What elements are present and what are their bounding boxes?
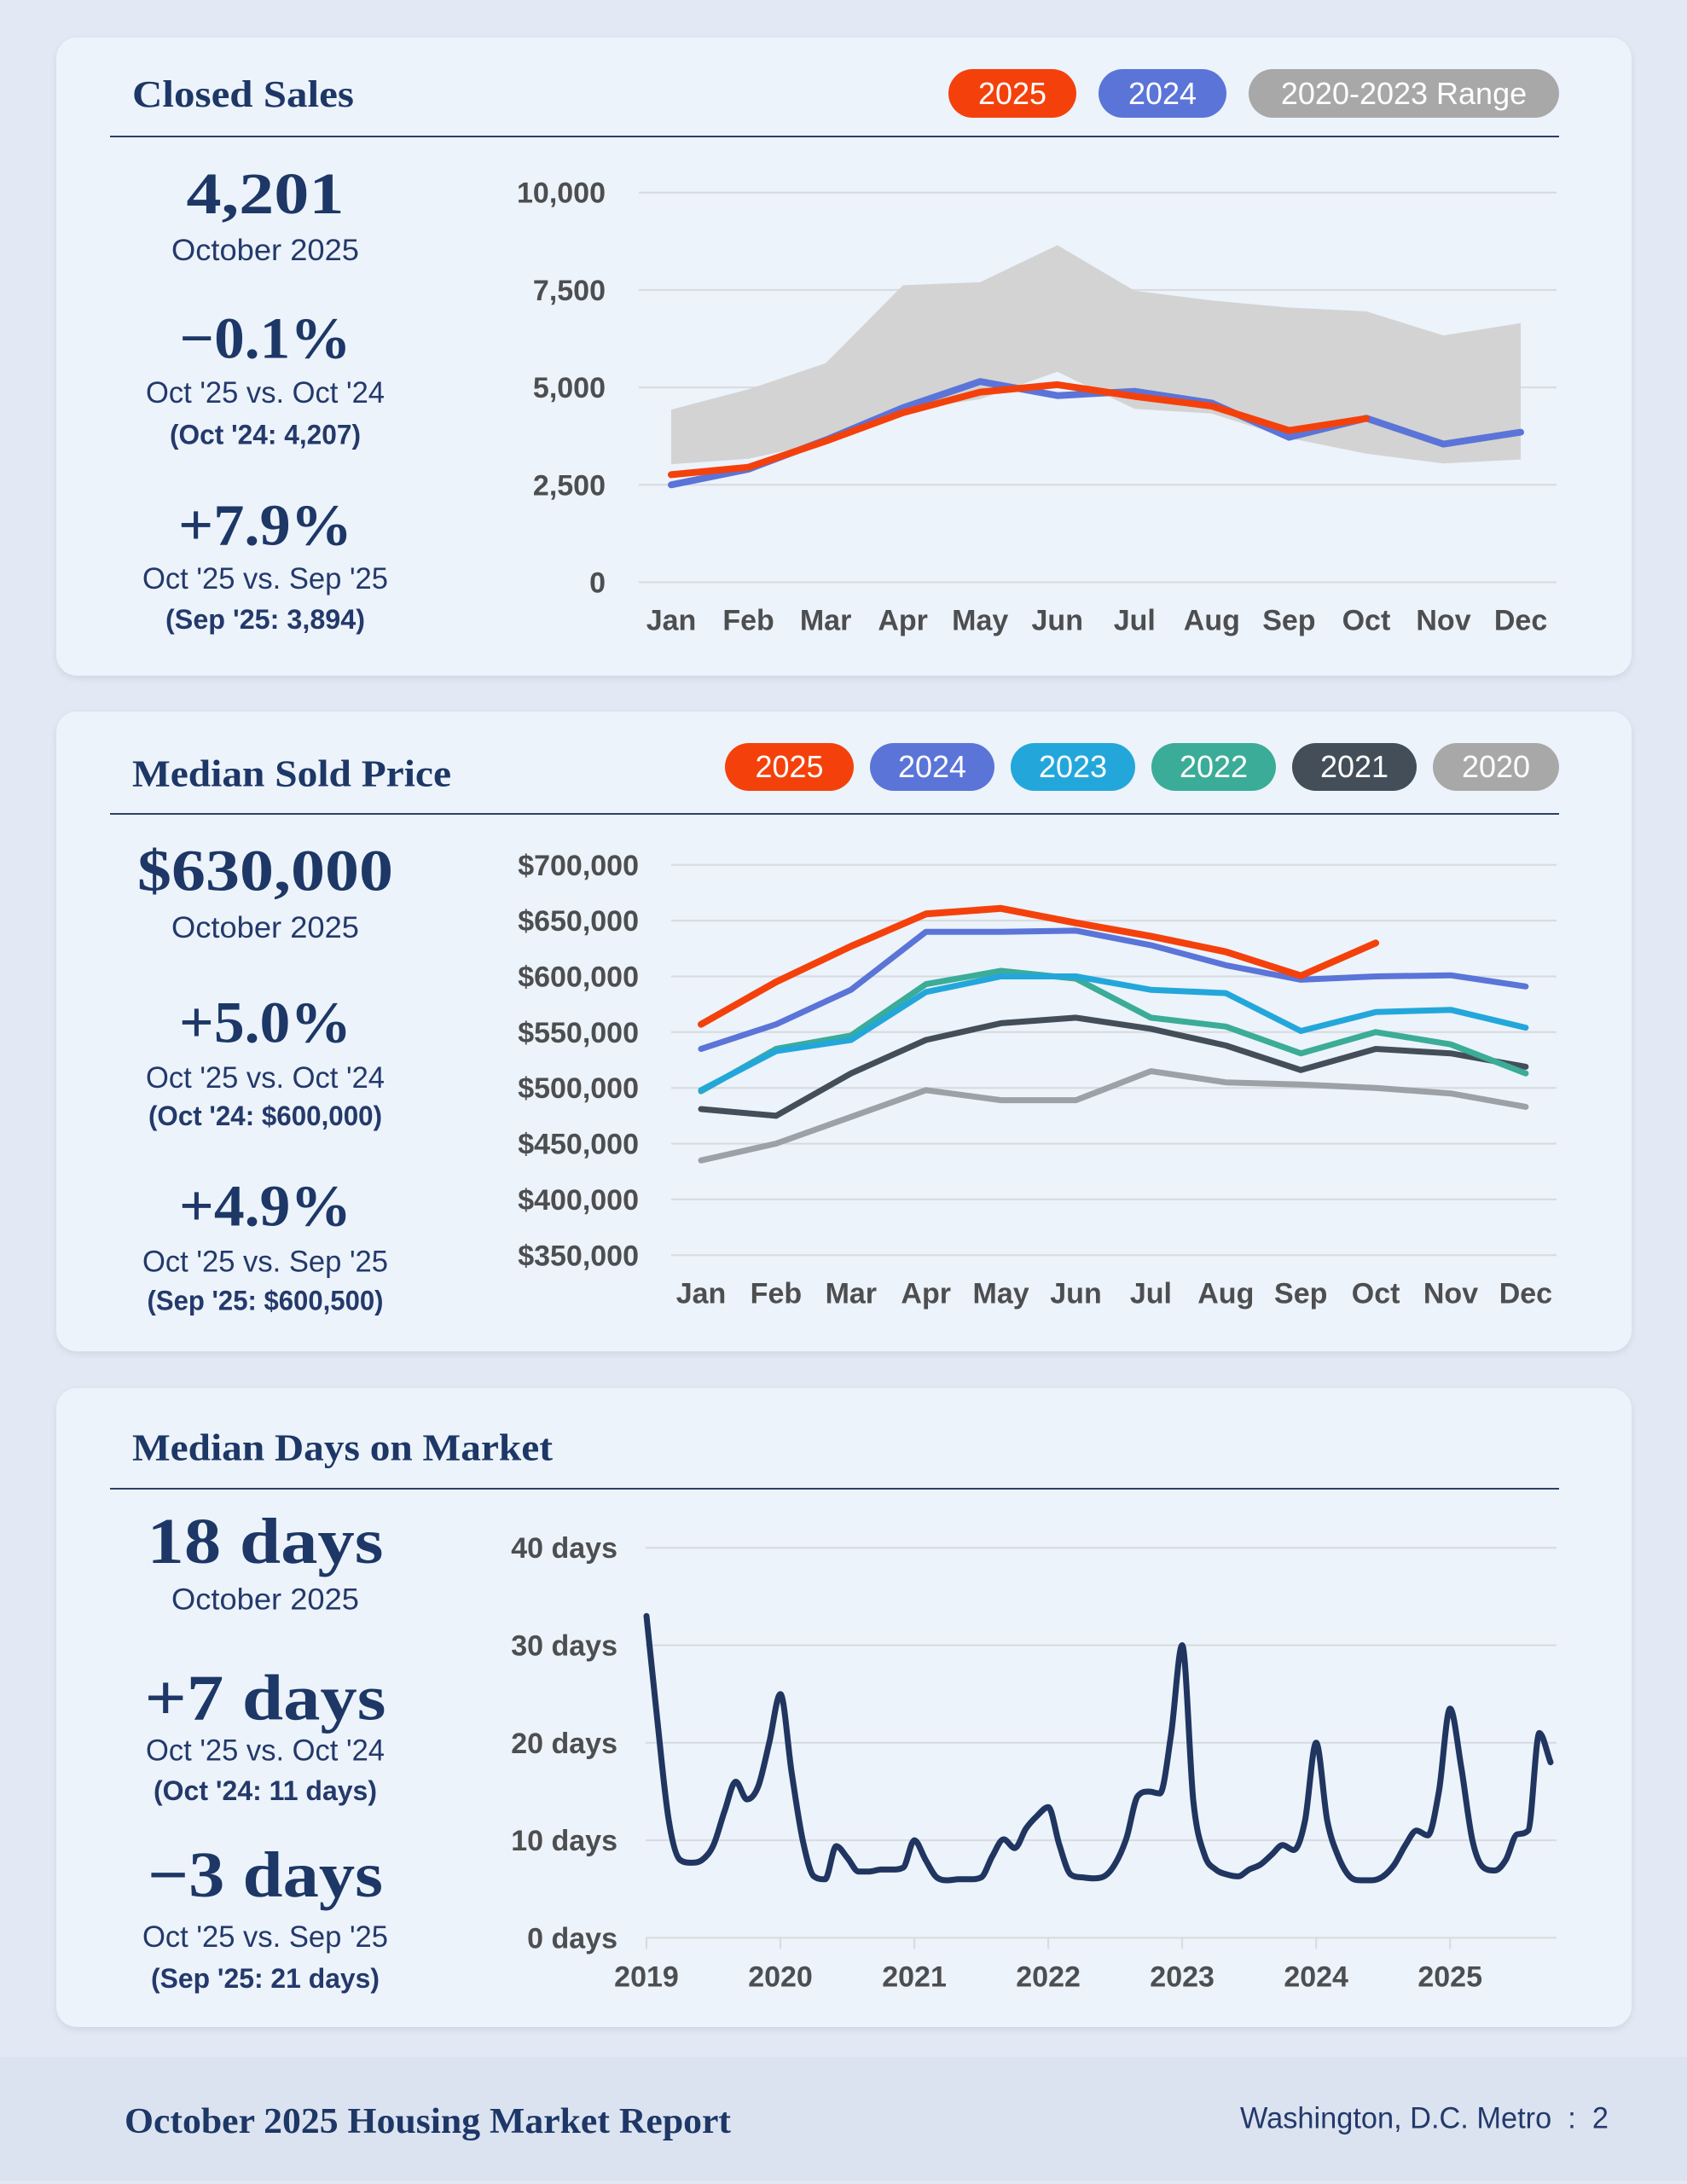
svg-text:7,500: 7,500 [533,275,606,307]
svg-text:Oct '25 vs. Sep '25: Oct '25 vs. Sep '25 [142,1246,388,1279]
svg-text:Median Days on Market: Median Days on Market [132,1427,553,1469]
svg-text:October 2025: October 2025 [171,1583,359,1617]
svg-text:+4.9%: +4.9% [179,1173,351,1238]
svg-text:Jan: Jan [676,1278,727,1310]
svg-text:2020: 2020 [748,1961,813,1994]
svg-text:Sep: Sep [1262,605,1315,637]
svg-text:(Sep '25: 21 days): (Sep '25: 21 days) [151,1963,380,1994]
svg-text:10,000: 10,000 [517,177,606,210]
svg-text:2,500: 2,500 [533,469,606,502]
svg-text:2022: 2022 [1016,1961,1081,1994]
svg-text:Oct '25 vs. Sep '25: Oct '25 vs. Sep '25 [142,1920,388,1954]
svg-text:Oct '25 vs. Sep '25: Oct '25 vs. Sep '25 [142,562,388,595]
svg-text:Nov: Nov [1423,1278,1478,1310]
svg-text:Jul: Jul [1114,605,1156,637]
svg-text:Oct: Oct [1342,605,1391,637]
svg-text:Apr: Apr [901,1278,951,1310]
svg-text:(Oct '24: 11 days): (Oct '24: 11 days) [154,1775,377,1806]
svg-text:May: May [973,1278,1029,1310]
svg-text:$650,000: $650,000 [518,905,639,938]
svg-text:+7.9%: +7.9% [178,492,352,557]
svg-text:5,000: 5,000 [533,372,606,404]
svg-text:(Oct '24: 4,207): (Oct '24: 4,207) [170,419,361,450]
svg-text:Dec: Dec [1499,1278,1552,1310]
svg-text:0: 0 [589,567,606,600]
svg-text:$550,000: $550,000 [518,1017,639,1049]
svg-text:30 days: 30 days [511,1630,617,1663]
svg-text:Mar: Mar [800,605,851,637]
svg-text:2024: 2024 [1284,1961,1348,1994]
svg-text:$400,000: $400,000 [518,1184,639,1217]
svg-text:Washington, D.C. Metro : 2: Washington, D.C. Metro : 2 [1240,2102,1609,2135]
svg-text:(Sep '25: 3,894): (Sep '25: 3,894) [165,604,365,635]
svg-text:−0.1%: −0.1% [180,306,351,371]
svg-text:0 days: 0 days [527,1922,617,1955]
svg-text:Jun: Jun [1050,1278,1101,1310]
svg-text:$500,000: $500,000 [518,1072,639,1105]
svg-text:May: May [952,605,1008,637]
svg-text:Jul: Jul [1130,1278,1172,1310]
svg-text:2025: 2025 [1417,1961,1482,1994]
svg-text:$600,000: $600,000 [518,961,639,994]
svg-text:Apr: Apr [878,605,928,637]
svg-text:40 days: 40 days [511,1532,617,1565]
svg-text:Median Sold Price: Median Sold Price [132,752,451,794]
svg-text:Oct '25 vs. Oct '24: Oct '25 vs. Oct '24 [146,376,385,410]
svg-text:−3 days: −3 days [148,1839,383,1911]
svg-text:2023: 2023 [1150,1961,1215,1994]
svg-text:2019: 2019 [614,1961,679,1994]
svg-text:18 days: 18 days [148,1506,384,1577]
svg-text:October 2025 Housing Market Re: October 2025 Housing Market Report [125,2102,731,2141]
svg-text:Aug: Aug [1197,1278,1254,1310]
svg-text:(Sep '25: $600,500): (Sep '25: $600,500) [148,1286,384,1316]
svg-text:$700,000: $700,000 [518,850,639,882]
svg-text:Mar: Mar [826,1278,877,1310]
svg-text:October 2025: October 2025 [171,234,359,267]
svg-text:Aug: Aug [1184,605,1240,637]
svg-text:(Oct '24: $600,000): (Oct '24: $600,000) [148,1101,382,1131]
svg-text:Feb: Feb [751,1278,802,1310]
svg-text:$450,000: $450,000 [518,1129,639,1161]
svg-text:Sep: Sep [1274,1278,1327,1310]
svg-text:Oct '25 vs. Oct '24: Oct '25 vs. Oct '24 [146,1734,385,1768]
svg-text:Feb: Feb [722,605,774,637]
svg-text:+7 days: +7 days [145,1663,386,1734]
svg-text:Oct '25 vs. Oct '24: Oct '25 vs. Oct '24 [146,1061,385,1095]
svg-text:2021: 2021 [882,1961,947,1994]
svg-text:Nov: Nov [1416,605,1470,637]
svg-text:20 days: 20 days [511,1728,617,1760]
svg-text:Oct: Oct [1352,1278,1400,1310]
svg-text:$350,000: $350,000 [518,1240,639,1272]
svg-text:October 2025: October 2025 [171,911,359,944]
svg-text:4,201: 4,201 [187,161,345,226]
svg-text:$630,000: $630,000 [137,839,393,903]
svg-text:Dec: Dec [1494,605,1547,637]
svg-text:10 days: 10 days [511,1825,617,1857]
svg-text:Closed Sales: Closed Sales [132,73,354,115]
svg-text:Jun: Jun [1032,605,1083,637]
svg-text:Jan: Jan [646,605,697,637]
svg-text:+5.0%: +5.0% [179,990,351,1055]
